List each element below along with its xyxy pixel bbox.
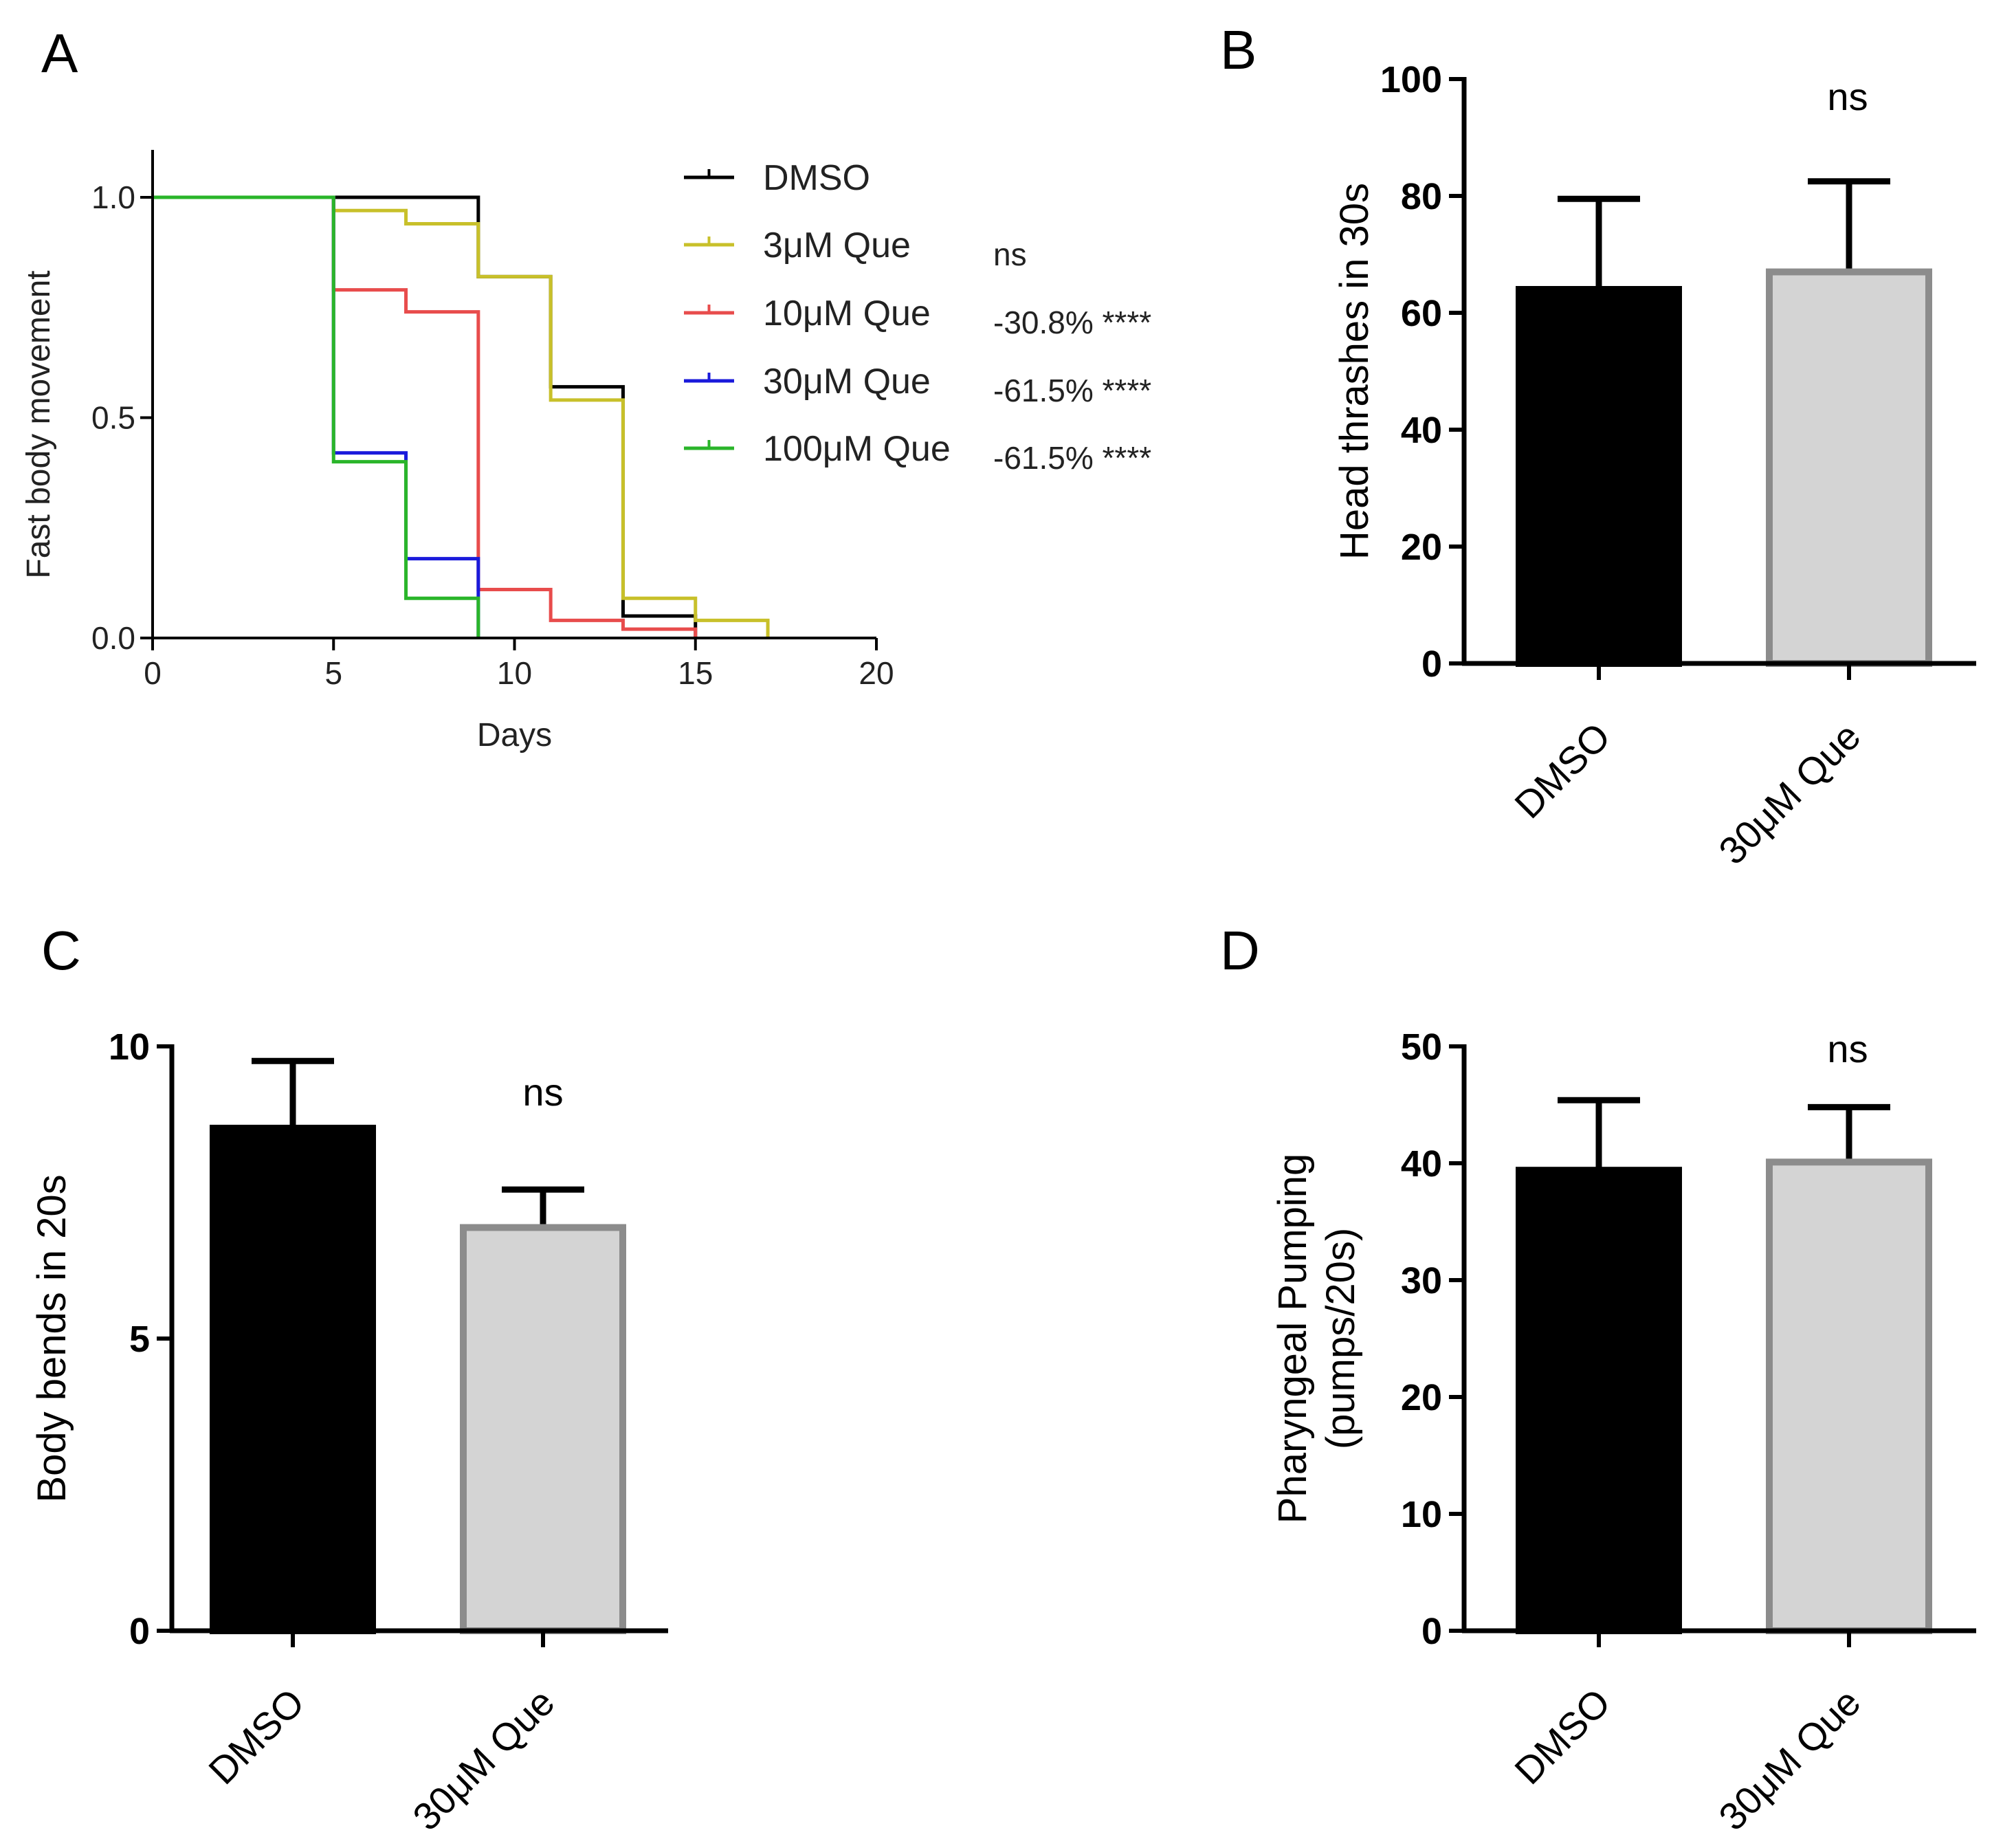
y-tick-label-4: 40	[1401, 1143, 1442, 1185]
y-tick-label-0: 0	[129, 1611, 150, 1652]
panel-c-body-bends-chart: DMSO 30μM Que 0 5 10 Body bends in 20s ns	[30, 1026, 668, 1838]
x-tick-label-0: 0	[144, 655, 162, 691]
y-axis-label: Pharyngeal Pumping	[1270, 1154, 1315, 1524]
bar-0	[210, 1125, 376, 1634]
legend-label-1: 3μM Que	[763, 226, 911, 265]
legend-label-3: 30μM Que	[763, 362, 931, 402]
legend-annotation-2: -30.8% ****	[993, 305, 1151, 340]
bar-1	[460, 1224, 626, 1634]
panel-b-head-thrashes-chart: DMSO 30μM Que 0 20 40 60 80 100 Head thrashes in…	[1332, 59, 1976, 872]
category-label-0: DMSO	[200, 1680, 312, 1792]
series-line-3	[153, 195, 480, 638]
significance-label: ns	[1827, 1027, 1868, 1070]
category-label-0: DMSO	[1506, 1680, 1618, 1792]
y-tick-label-2: 40	[1401, 410, 1442, 451]
category-label-0: DMSO	[1506, 714, 1618, 826]
y-tick-label-1: 0.5	[91, 400, 135, 436]
bar-0	[1516, 1167, 1682, 1634]
y-tick-label-1: 10	[1401, 1494, 1442, 1535]
panel-letter-d: D	[1220, 920, 1260, 981]
series-line-4	[153, 195, 480, 638]
y-axis-label: Fast body movement	[21, 270, 57, 578]
y-tick-label-1: 5	[129, 1319, 150, 1360]
panel-d-pharyngeal-pumping-chart: DMSO 30μM Que 0 10 20 30 40 50 Pharyngeal Pumpin…	[1270, 1026, 1976, 1838]
panel-a-survival-chart: 0 5 10 15 20 0.0 0.5 1.0 Days Fast body movement D…	[21, 150, 1151, 754]
legend-label-2: 10μM Que	[763, 294, 931, 333]
bar-1	[1766, 1158, 1932, 1635]
category-label-1: 30μM Que	[404, 1680, 562, 1838]
y-tick-label-1: 20	[1401, 527, 1442, 568]
y-tick-label-3: 60	[1401, 293, 1442, 334]
legend-label-4: 100μM Que	[763, 429, 951, 469]
y-tick-label-0: 0	[1421, 1611, 1442, 1652]
y-tick-label-2: 1.0	[91, 179, 135, 215]
y-tick-label-5: 100	[1380, 59, 1442, 100]
x-tick-label-1: 5	[324, 655, 342, 691]
y-axis-label: Body bends in 20s	[30, 1174, 74, 1502]
panel-letter-a: A	[41, 23, 78, 84]
legend-annotation-3: -61.5% ****	[993, 373, 1151, 408]
y-tick-label-4: 80	[1401, 176, 1442, 217]
y-tick-label-2: 20	[1401, 1377, 1442, 1418]
legend-annotation-1: ns	[993, 236, 1027, 272]
legend-label-0: DMSO	[763, 158, 870, 198]
series-line-0	[153, 195, 698, 638]
y-tick-label-0: 0	[1421, 644, 1442, 685]
x-tick-label-3: 15	[678, 655, 713, 691]
x-axis-label: Days	[477, 717, 552, 754]
y-axis-label-units: (pumps/20s)	[1318, 1228, 1363, 1449]
bar-0	[1516, 286, 1682, 667]
y-tick-label-3: 30	[1401, 1260, 1442, 1301]
panel-letter-b: B	[1220, 19, 1257, 80]
category-label-1: 30μM Que	[1710, 714, 1868, 872]
x-tick-label-4: 20	[859, 655, 894, 691]
y-tick-label-0: 0.0	[91, 620, 135, 656]
series-line-2	[153, 195, 698, 638]
legend-annotation-4: -61.5% ****	[993, 440, 1151, 476]
bar-1	[1766, 268, 1932, 667]
significance-label: ns	[522, 1070, 563, 1114]
y-axis-label: Head thrashes in 30s	[1332, 183, 1377, 560]
y-tick-label-5: 50	[1401, 1026, 1442, 1068]
panel-letter-c: C	[41, 920, 81, 981]
category-label-1: 30μM Que	[1710, 1680, 1868, 1838]
significance-label: ns	[1827, 75, 1868, 118]
series-line-1	[153, 195, 770, 638]
x-tick-label-2: 10	[497, 655, 532, 691]
y-tick-label-2: 10	[109, 1026, 150, 1068]
